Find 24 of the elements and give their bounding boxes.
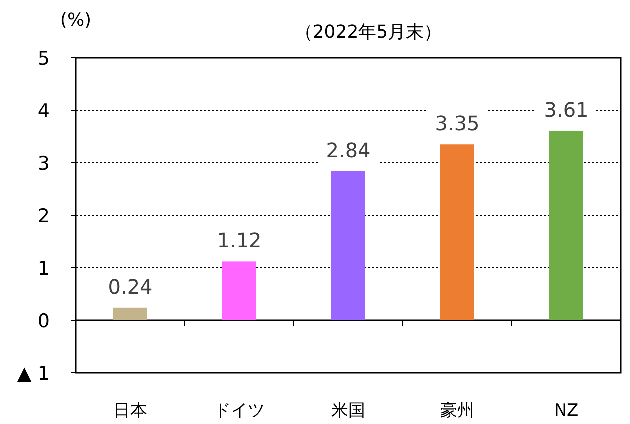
bar xyxy=(114,308,148,320)
bar xyxy=(222,262,256,320)
y-tick-label: 2 xyxy=(38,206,50,228)
x-tick-label: 日本 xyxy=(114,401,148,421)
y-tick-label: 0 xyxy=(38,310,50,332)
x-tick-label: 豪州 xyxy=(440,401,474,421)
y-tick-label: ▲ 1 xyxy=(17,363,50,385)
data-label: 3.35 xyxy=(435,112,480,136)
data-label: 2.84 xyxy=(326,138,371,162)
data-label: 1.12 xyxy=(217,228,262,253)
x-tick-label: 米国 xyxy=(332,401,366,421)
bar xyxy=(440,144,474,320)
y-tick-label: 5 xyxy=(38,48,50,70)
x-tick-label: ドイツ xyxy=(214,401,265,421)
data-label: 0.24 xyxy=(108,274,153,299)
data-label: 3.61 xyxy=(544,98,589,122)
y-tick-label: 4 xyxy=(38,100,50,122)
chart-title: （2022年5月末） xyxy=(294,22,442,43)
y-tick-label: 1 xyxy=(38,258,50,280)
y-axis-title: (%) xyxy=(60,10,92,31)
y-tick-label: 3 xyxy=(38,153,50,175)
bar xyxy=(550,130,584,320)
bar xyxy=(332,171,366,320)
x-tick-label: NZ xyxy=(554,401,579,421)
